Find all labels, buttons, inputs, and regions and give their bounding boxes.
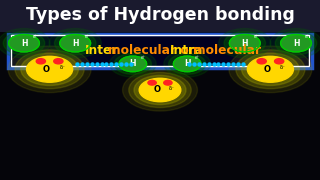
Text: δ⁺: δ⁺ — [195, 56, 200, 60]
Text: O: O — [43, 65, 50, 74]
Circle shape — [164, 51, 211, 77]
Text: δ⁺: δ⁺ — [305, 35, 310, 39]
Circle shape — [173, 56, 201, 72]
Text: δ⁺: δ⁺ — [141, 56, 146, 60]
Circle shape — [49, 28, 101, 58]
Circle shape — [224, 31, 266, 55]
Text: δ⁺: δ⁺ — [84, 35, 89, 39]
Text: Types of Hydrogen bonding: Types of Hydrogen bonding — [26, 6, 294, 24]
Text: H: H — [21, 39, 27, 48]
Text: δ⁺: δ⁺ — [33, 35, 38, 39]
Text: Intra: Intra — [169, 44, 203, 57]
FancyBboxPatch shape — [8, 34, 312, 68]
Circle shape — [27, 56, 73, 82]
FancyBboxPatch shape — [0, 0, 320, 32]
Circle shape — [36, 59, 45, 64]
Circle shape — [21, 53, 78, 86]
Circle shape — [281, 35, 311, 52]
Text: O: O — [263, 65, 270, 74]
Circle shape — [9, 35, 39, 52]
Circle shape — [219, 28, 271, 58]
Circle shape — [54, 31, 96, 55]
Text: H: H — [72, 39, 78, 48]
Text: δ⁺: δ⁺ — [254, 35, 259, 39]
Circle shape — [134, 75, 186, 105]
Circle shape — [242, 53, 299, 86]
Circle shape — [3, 31, 45, 55]
Circle shape — [164, 80, 172, 85]
Circle shape — [275, 31, 317, 55]
Text: molecular or: molecular or — [108, 44, 199, 57]
Circle shape — [247, 56, 293, 82]
Circle shape — [109, 51, 156, 77]
Circle shape — [275, 59, 284, 64]
Circle shape — [229, 35, 260, 52]
Circle shape — [119, 56, 147, 72]
Text: H: H — [242, 39, 248, 48]
Circle shape — [0, 28, 50, 58]
Circle shape — [60, 35, 91, 52]
Text: H: H — [293, 39, 299, 48]
Circle shape — [114, 53, 151, 74]
Text: H: H — [130, 59, 136, 68]
Circle shape — [148, 80, 156, 85]
Text: δ⁻: δ⁻ — [280, 65, 286, 70]
Circle shape — [139, 78, 181, 102]
Text: δ⁻: δ⁻ — [59, 65, 65, 70]
Text: molecular: molecular — [193, 44, 261, 57]
Text: Inter: Inter — [85, 44, 118, 57]
Circle shape — [257, 59, 266, 64]
Circle shape — [270, 28, 320, 58]
Circle shape — [236, 50, 305, 89]
Circle shape — [229, 46, 312, 93]
Circle shape — [15, 50, 84, 89]
Text: O: O — [153, 86, 160, 94]
Circle shape — [129, 72, 191, 107]
Circle shape — [54, 59, 63, 64]
Circle shape — [169, 53, 206, 74]
Text: δ⁻: δ⁻ — [169, 86, 174, 91]
Circle shape — [123, 69, 197, 111]
Text: H: H — [184, 59, 190, 68]
Circle shape — [8, 46, 91, 93]
